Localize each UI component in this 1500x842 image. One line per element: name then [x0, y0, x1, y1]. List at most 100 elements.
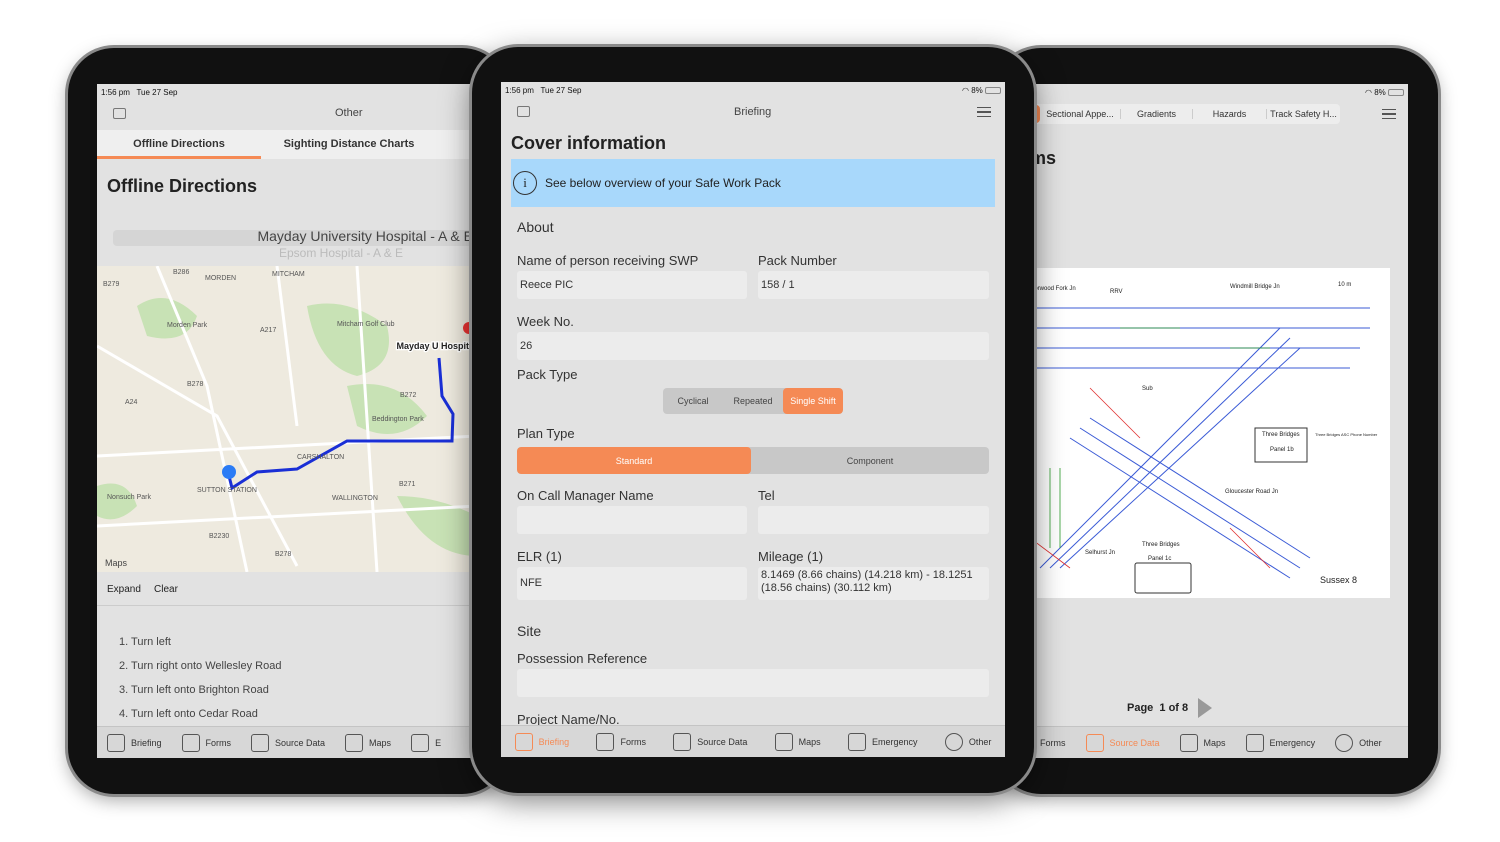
- tab-active-underline: [97, 156, 261, 159]
- diagram-label: Panel 1c: [1148, 556, 1171, 562]
- pack-type-cyclical[interactable]: Cyclical: [677, 396, 709, 406]
- road-label: B278: [275, 551, 291, 558]
- segment-gradients[interactable]: Gradients: [1120, 109, 1192, 119]
- tab-emergency[interactable]: Emergency: [838, 732, 928, 751]
- diagram-label: 10 m: [1338, 282, 1351, 288]
- tab-other[interactable]: Other: [935, 732, 1002, 751]
- right-ipad: ◠ 8% Sectional Appe... Gradients Hazards…: [995, 48, 1438, 794]
- tab-source-data[interactable]: Source Data: [1076, 733, 1170, 752]
- source-data-icon: [673, 732, 692, 751]
- elr-label: ELR (1): [517, 549, 562, 564]
- possession-field[interactable]: [517, 669, 989, 697]
- elr-field[interactable]: NFE: [517, 567, 747, 600]
- pack-number-field[interactable]: 158 / 1: [758, 271, 989, 299]
- other-icon: [1335, 733, 1354, 752]
- road-label: B278: [187, 381, 203, 388]
- status-battery: ◠ 8%: [962, 86, 1001, 95]
- diagram-label: Panel 1b: [1270, 447, 1294, 453]
- maps-icon: [345, 733, 364, 752]
- diagram-red-marks: [1030, 387, 1271, 569]
- next-page-icon[interactable]: [1198, 698, 1212, 718]
- track-diagram[interactable]: Sussex 8 Three Bridges Panel 1c Three Br…: [1030, 268, 1390, 598]
- name-field[interactable]: Reece PIC: [517, 271, 747, 299]
- tab-bar: Briefing Forms Source Data Maps Emergenc…: [501, 725, 1005, 757]
- tab-maps[interactable]: Maps: [335, 733, 401, 752]
- picker-next[interactable]: Epsom Hospital - A & E: [279, 246, 404, 260]
- briefing-icon: [514, 732, 533, 751]
- other-icon: [944, 732, 963, 751]
- menu-icon[interactable]: [1382, 109, 1396, 119]
- forms-icon: [596, 732, 615, 751]
- tab-emergency[interactable]: E: [401, 733, 451, 752]
- diagram-label: Sussex 8: [1320, 575, 1357, 585]
- tab-emergency[interactable]: Emergency: [1236, 733, 1326, 752]
- pack-type-repeated[interactable]: Repeated: [733, 396, 773, 406]
- plan-type-component[interactable]: Component: [846, 455, 894, 466]
- pack-type-single-shift[interactable]: Single Shift: [783, 388, 843, 414]
- oncall-field[interactable]: [517, 506, 747, 534]
- left-screen: 1:56 pm Tue 27 Sep Other Offline Directi…: [97, 84, 477, 758]
- banner-text: See below overview of your Safe Work Pac…: [545, 176, 781, 190]
- tab-briefing[interactable]: Briefing: [505, 732, 580, 751]
- map-label: Mitcham Golf Club: [337, 321, 395, 328]
- status-time: 1:56 pm Tue 27 Sep: [101, 88, 178, 97]
- expand-button[interactable]: Expand: [107, 584, 141, 595]
- picker-selected[interactable]: Mayday University Hospital - A & E: [257, 230, 473, 244]
- plan-type-standard[interactable]: Standard: [517, 447, 751, 474]
- road-label: B271: [399, 481, 415, 488]
- oncall-label: On Call Manager Name: [517, 488, 654, 503]
- direction-step: 2. Turn right onto Wellesley Road: [119, 660, 282, 672]
- mileage-label: Mileage (1): [758, 549, 824, 564]
- diagram-label: RRV: [1110, 289, 1123, 295]
- tab-forms[interactable]: Forms: [586, 732, 656, 751]
- top-tabs: Offline Directions Sighting Distance Cha…: [97, 130, 477, 159]
- tab-maps[interactable]: Maps: [1170, 733, 1236, 752]
- tab-briefing[interactable]: Briefing: [97, 733, 172, 752]
- map-label: SUTTON STATION: [197, 487, 257, 494]
- phone-box: [1134, 562, 1192, 594]
- info-banner: i See below overview of your Safe Work P…: [511, 159, 995, 207]
- edit-icon[interactable]: [113, 108, 126, 119]
- edit-icon[interactable]: [517, 106, 530, 117]
- map-label: MITCHAM: [272, 271, 305, 278]
- segment-active[interactable]: [1030, 105, 1040, 123]
- clear-button[interactable]: Clear: [154, 584, 178, 595]
- mileage-field[interactable]: 8.1469 (8.66 chains) (14.218 km) - 18.12…: [758, 567, 989, 600]
- route-line: [227, 357, 455, 491]
- tel-field[interactable]: [758, 506, 989, 534]
- hospital-picker[interactable]: Mayday University Hospital - A & E Epsom…: [113, 230, 477, 266]
- page-heading: Cover information: [511, 133, 667, 153]
- segment-hazards[interactable]: Hazards: [1192, 109, 1266, 119]
- menu-icon[interactable]: [977, 107, 991, 117]
- page-heading: ms: [1030, 148, 1057, 168]
- shield-icon: [847, 732, 866, 751]
- maps-icon: [1179, 733, 1198, 752]
- tab-forms[interactable]: Forms: [1040, 737, 1066, 748]
- source-data-icon: [251, 733, 270, 752]
- diagram-signals: [1049, 327, 1270, 548]
- shield-icon: [411, 733, 430, 752]
- tab-source-data[interactable]: Source Data: [663, 732, 757, 751]
- map-label: Beddington Park: [372, 416, 424, 423]
- map-label-hospital: Mayday U Hospita: [396, 341, 475, 351]
- segment-track-safety[interactable]: Track Safety H...: [1266, 109, 1340, 119]
- tab-maps[interactable]: Maps: [765, 732, 831, 751]
- tab-offline-directions[interactable]: Offline Directions: [133, 138, 225, 150]
- pack-type-segmented: Cyclical Repeated Single Shift: [663, 388, 843, 414]
- tab-sighting-distance-charts[interactable]: Sighting Distance Charts: [283, 138, 415, 150]
- tab-forms[interactable]: Forms: [172, 733, 242, 752]
- map-label: Morden Park: [167, 322, 208, 329]
- tab-other[interactable]: Other: [1325, 733, 1392, 752]
- road-label: B279: [103, 281, 119, 288]
- maps-icon: [774, 732, 793, 751]
- diagram-label: Three Bridges ASC Phone Number: [1315, 432, 1378, 437]
- segment-bar: Sectional Appe... Gradients Hazards Trac…: [1030, 104, 1340, 124]
- map[interactable]: MORDEN MITCHAM Morden Park Mitcham Golf …: [97, 266, 477, 572]
- pack-number-label: Pack Number: [758, 253, 837, 268]
- map-label: CARSHALTON: [297, 454, 344, 461]
- status-time: 1:56 pm Tue 27 Sep: [505, 86, 582, 95]
- segment-sectional[interactable]: Sectional Appe...: [1046, 109, 1114, 119]
- project-label: Project Name/No.: [517, 712, 620, 727]
- tab-source-data[interactable]: Source Data: [241, 733, 335, 752]
- week-field[interactable]: 26: [517, 332, 989, 360]
